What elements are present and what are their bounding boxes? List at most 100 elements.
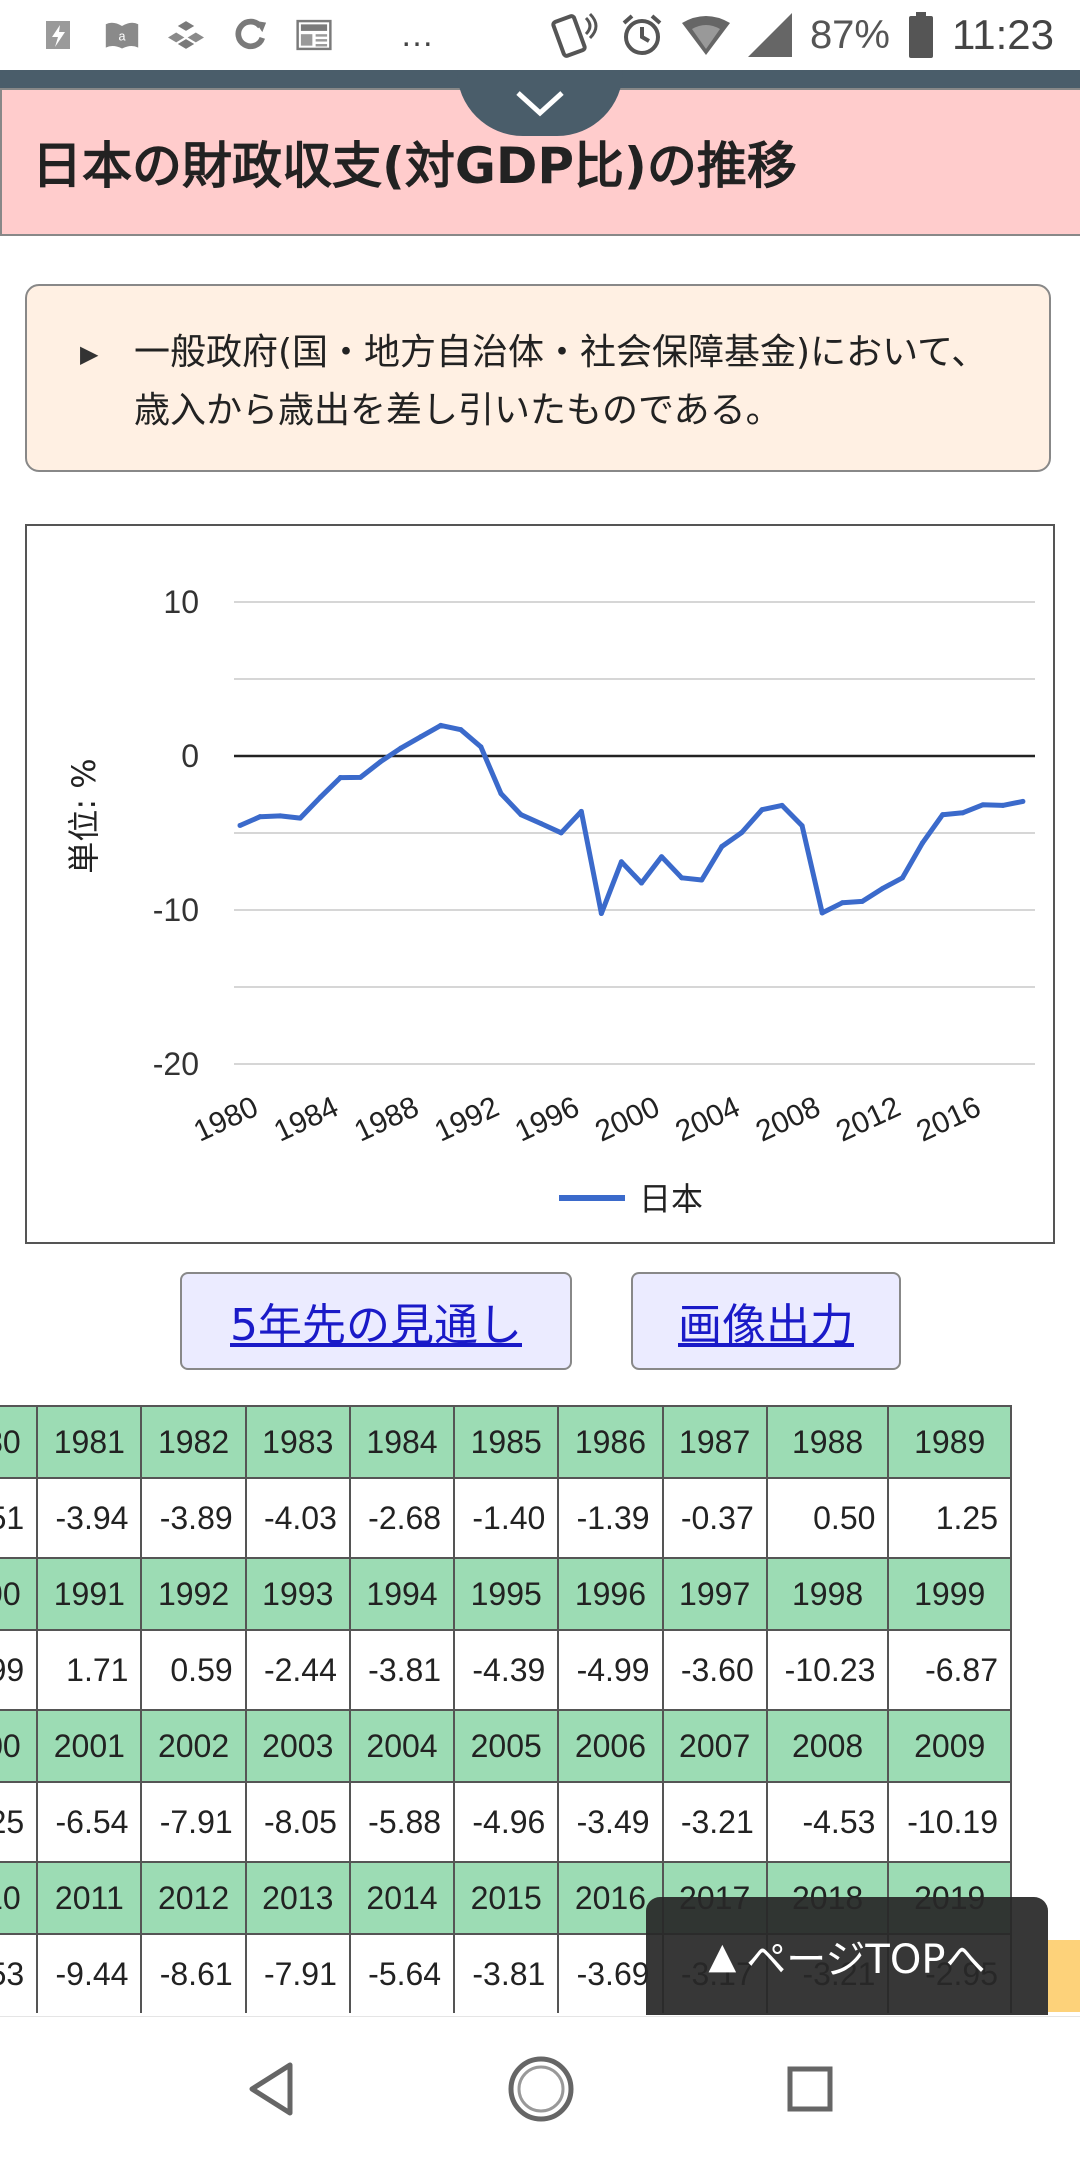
refresh-icon [235,18,267,50]
alarm-icon [622,14,662,55]
data-table-container[interactable]: 1980198119821983198419851986198719881989… [0,1405,1080,2013]
x-tick-label: 2008 [751,1090,825,1148]
value-cell: -4.39 [453,1629,560,1711]
value-cell: -7.91 [244,1933,351,2013]
value-cell: -3.49 [557,1781,664,1863]
value-cell: -3.94 [36,1477,143,1559]
x-tick-label: 1980 [189,1090,263,1148]
data-point [598,911,604,917]
year-cell: 1999 [887,1557,1012,1631]
battery-icon [909,12,933,58]
x-tick-label: 2016 [911,1090,985,1148]
year-cell: 2010 [0,1861,39,1935]
year-cell: 1987 [661,1405,768,1479]
data-point [237,822,243,828]
x-tick-label: 2012 [831,1090,905,1148]
value-cell: -1.40 [453,1477,560,1559]
y-tick-label: -10 [153,892,199,928]
series-line-japan [238,722,1024,916]
x-tick-label: 2004 [671,1090,745,1148]
data-point [257,814,263,820]
wifi-icon [681,16,730,55]
year-cell: 2011 [36,1861,143,1935]
value-cell: -3.89 [140,1477,247,1559]
x-tick-label: 1988 [349,1090,423,1148]
year-cell: 2000 [0,1709,39,1783]
data-point [960,810,966,816]
year-cell: 2004 [348,1709,456,1783]
year-cell: 2012 [140,1861,247,1935]
line-chart: 100-10-20 1980 1984 1988 1992 1996 2000 2004 20… [65,584,1035,1218]
value-cell: -5.64 [348,1933,456,2013]
year-cell: 1992 [140,1557,247,1631]
recents-button[interactable] [730,2017,890,2161]
value-cell: -6.54 [36,1781,143,1863]
year-cell: 2003 [244,1709,351,1783]
data-point [418,734,424,740]
value-cell: 1.99 [0,1629,39,1711]
data-point [458,727,464,733]
value-cell: -2.68 [348,1477,456,1559]
overflow-dots: … [400,15,436,54]
year-cell: 2016 [557,1861,664,1935]
chevron-down-icon [516,91,564,117]
table-value-row: -4.51-3.94-3.89-4.03-2.68-1.40-1.39-0.37… [0,1477,1012,1559]
back-icon [249,2062,293,2116]
forecast-button[interactable]: 5年先の見通し [180,1272,572,1370]
up-triangle-icon: ▲ [708,1935,737,1977]
year-cell: 2002 [140,1709,247,1783]
data-point [839,900,845,906]
y-tick-label: -20 [153,1046,199,1082]
system-status: 87% 11:23 [550,0,1054,70]
data-point [317,794,323,800]
year-cell: 1991 [36,1557,143,1631]
data-table: 1980198119821983198419851986198719881989… [0,1405,1012,2013]
data-point [920,840,926,846]
back-button[interactable] [191,2017,351,2161]
value-cell: -2.44 [244,1629,351,1711]
image-export-button[interactable]: 画像出力 [631,1272,901,1370]
battery-percent: 87% [809,12,890,57]
data-point [277,813,283,819]
data-point [398,745,404,751]
year-cell: 2005 [453,1709,560,1783]
life-icon [296,19,332,51]
table-highlight-cell [1048,1940,1080,2012]
value-cell: -9.53 [0,1933,39,2013]
year-cell: 2014 [348,1861,456,1935]
value-cell: 1.25 [887,1477,1012,1559]
data-point [1020,798,1026,804]
value-cell: -3.81 [348,1629,456,1711]
year-cell: 1990 [0,1557,39,1631]
year-cell: 1983 [244,1405,351,1479]
year-cell: 2013 [244,1861,351,1935]
x-tick-label: 1996 [510,1090,584,1148]
data-point [518,812,524,818]
data-point [538,821,544,827]
navigation-bar [0,2016,1080,2161]
year-cell: 1994 [348,1557,456,1631]
year-cell: 1993 [244,1557,351,1631]
data-point [799,823,805,829]
legend-label: 日本 [639,1180,703,1218]
page-top-button[interactable]: ▲ ページTOPへ [646,1897,1048,2015]
recents-icon [787,2066,833,2112]
image-export-button-label[interactable]: 画像出力 [678,1300,854,1351]
data-point [679,875,685,881]
data-point [498,791,504,797]
value-cell: -3.81 [453,1933,560,2013]
value-cell: -10.19 [887,1781,1012,1863]
value-cell: -8.61 [140,1933,247,2013]
value-cell: -3.69 [557,1933,664,2013]
year-cell: 1981 [36,1405,143,1479]
value-cell: -3.60 [661,1629,768,1711]
forecast-button-label[interactable]: 5年先の見通し [230,1300,522,1351]
year-cell: 1997 [661,1557,768,1631]
year-cell: 1988 [765,1405,890,1479]
data-point [438,722,444,728]
table-year-row: 2000200120022003200420052006200720082009 [0,1709,1012,1783]
data-point [478,744,484,750]
year-cell: 1989 [887,1405,1012,1479]
home-button[interactable] [461,2017,621,2161]
data-point [297,815,303,821]
